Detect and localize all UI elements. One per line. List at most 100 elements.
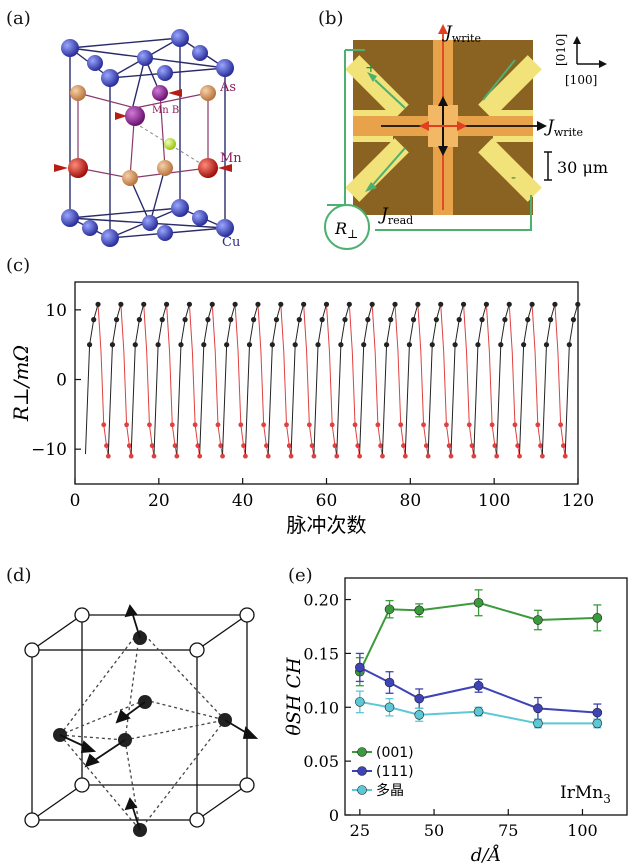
chart-c-rising-line <box>359 304 373 455</box>
chart-e-ytick-label: 0.05 <box>303 752 339 771</box>
chart-c-point-black <box>155 342 161 348</box>
chart-c-point-red <box>402 453 408 459</box>
chart-c-point-black <box>163 301 170 307</box>
chart-c-rising-line <box>107 304 122 455</box>
chart-c-xtick-label: 0 <box>70 491 81 511</box>
device-schematic-b: + - Jwrite Jwrite Jread R⊥ 30 μm [010] [… <box>324 23 608 250</box>
chart-c-falling-line <box>485 304 498 457</box>
chart-c-point-red <box>309 443 315 449</box>
chart-e-legend-marker <box>357 785 367 795</box>
chart-c-point-black <box>319 317 325 323</box>
chart-c-ylabel: R⊥/mΩ <box>9 345 33 422</box>
chart-c-point-red <box>126 443 132 449</box>
chart-c-point-red <box>535 422 541 428</box>
chart-c-point-black <box>113 317 120 323</box>
chart-c-point-red <box>378 443 384 449</box>
chart-c-xlabel: 脉冲次数 <box>287 513 367 537</box>
chart-c-point-black <box>543 342 550 348</box>
chart-c-point-black <box>342 317 348 323</box>
chart-e-point <box>592 707 603 718</box>
chart-c-point-black <box>232 301 238 307</box>
chart-e-point <box>414 693 425 704</box>
chart-c-point-black <box>159 317 165 323</box>
chart-c-point-black <box>209 301 215 307</box>
atom-label-as: As <box>219 80 236 95</box>
chart-c-point-black <box>315 342 321 348</box>
chart-e-legend-marker <box>357 766 367 776</box>
chart-c-point-red <box>238 422 244 428</box>
chart-c-rising-line <box>84 304 99 455</box>
chart-c-falling-line <box>303 304 315 457</box>
chart-c-point-black <box>109 342 116 348</box>
panel-e-label: (e) <box>288 565 313 586</box>
chart-c-point-red <box>515 443 521 449</box>
chart-c-point-red <box>517 453 522 459</box>
chart-c-falling-line <box>97 304 109 457</box>
chart-c-point-red <box>469 443 475 449</box>
chart-c-falling-line <box>394 304 406 457</box>
chart-c-point-black <box>278 301 284 307</box>
chart-c-point-black <box>292 342 298 348</box>
chart-c-point-red <box>147 422 152 428</box>
lattice-diagram-d <box>24 604 259 837</box>
chart-c-point-black <box>296 317 302 323</box>
chart-c-point-red <box>128 453 134 459</box>
chart-c-point-red <box>489 422 495 428</box>
chart-c-point-black <box>547 317 554 323</box>
chart-c-falling-line <box>257 304 269 457</box>
chart-c-rising-line <box>427 304 442 455</box>
chart-c-point-black <box>118 301 124 307</box>
chart-c-point-red <box>558 422 564 428</box>
chart-c-point-black <box>141 301 147 307</box>
chart-c-point-red <box>539 453 545 459</box>
chart-e-series-line <box>359 700 598 725</box>
chart-c-point-red <box>425 453 431 459</box>
chart-c-point-red <box>101 422 107 428</box>
chart-c-point-red <box>284 422 289 428</box>
chart-e-series-line <box>359 666 598 714</box>
panel-a-label: (a) <box>6 8 31 29</box>
chart-c-point-red <box>375 422 381 428</box>
chart-c-point-red <box>218 443 224 449</box>
chart-c-point-black <box>361 342 367 348</box>
chart-c-point-red <box>492 443 498 449</box>
chart-c-point-black <box>301 301 307 307</box>
chart-c-falling-line <box>234 304 246 457</box>
chart-c-point-black <box>406 342 413 348</box>
chart-e-point <box>355 666 365 677</box>
chart-c-rising-line <box>176 304 190 455</box>
chart-c-rising-line <box>381 304 396 455</box>
chart-c-point-red <box>105 453 111 459</box>
chart-c-point-red <box>357 453 363 459</box>
chart-c-point-black <box>323 301 330 307</box>
chart-c-falling-line <box>554 304 566 457</box>
chart-c-point-red <box>241 443 246 449</box>
panel-c-label: (c) <box>6 255 31 276</box>
chart-c-point-black <box>429 342 435 348</box>
chart-c-point-red <box>172 443 178 449</box>
j-write-top: Jwrite <box>442 23 481 45</box>
chart-c-rising-line <box>450 304 465 455</box>
chart-c-rising-line <box>519 304 533 455</box>
chart-c-point-red <box>512 422 518 428</box>
chart-c-rising-line <box>313 304 327 455</box>
chart-c-point-red <box>151 453 157 459</box>
chart-e-legend-label: (001) <box>376 745 414 761</box>
chart-c-rising-line <box>267 304 282 455</box>
chart-c-point-red <box>311 453 317 459</box>
r-perp-label: R⊥ <box>334 219 358 241</box>
chart-e-legend-label: (111) <box>376 764 414 780</box>
chart-c-falling-line <box>325 304 338 457</box>
chart-c-falling-line <box>280 304 292 457</box>
chart-c-point-black <box>552 301 558 307</box>
chart-c-point-black <box>498 342 504 348</box>
chart-c-xtick-label: 120 <box>562 491 594 511</box>
chart-c-xtick-label: 100 <box>478 491 510 511</box>
chart-c-falling-line <box>440 304 452 457</box>
chart-c-point-black <box>438 301 444 307</box>
chart-c-point-black <box>388 317 394 323</box>
chart-c-point-black <box>502 317 508 323</box>
chart-c-point-black <box>201 342 207 348</box>
chart-c-point-red <box>538 443 543 449</box>
chart-c-point-red <box>104 443 109 449</box>
